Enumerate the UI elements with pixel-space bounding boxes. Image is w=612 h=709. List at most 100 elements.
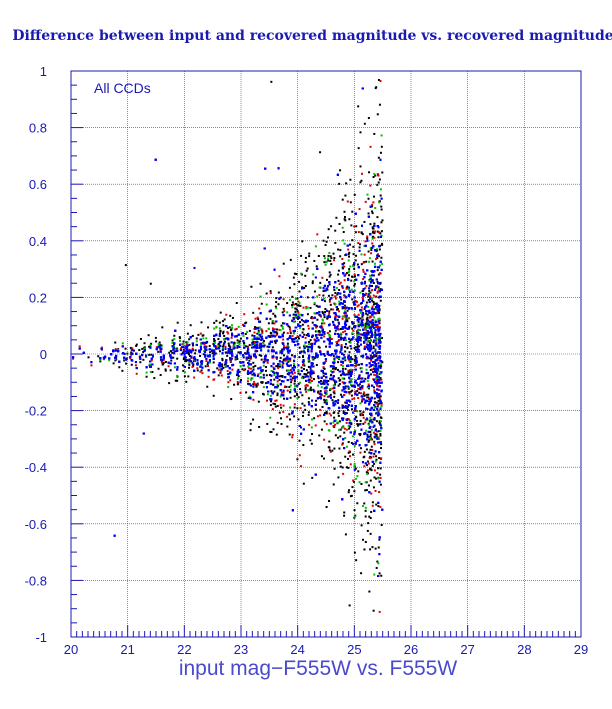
- data-point: [334, 366, 337, 369]
- data-point: [369, 433, 372, 436]
- data-point: [339, 169, 342, 172]
- data-point: [207, 375, 210, 378]
- data-point: [321, 319, 324, 322]
- data-point: [328, 353, 331, 356]
- data-point: [324, 263, 327, 266]
- data-point: [277, 291, 280, 294]
- data-point: [264, 369, 267, 372]
- data-point: [248, 329, 251, 332]
- data-point: [374, 477, 377, 480]
- data-point: [355, 363, 358, 366]
- data-point: [378, 309, 381, 312]
- data-point: [343, 304, 346, 307]
- data-point: [182, 342, 185, 345]
- data-point: [252, 398, 255, 401]
- data-point: [367, 117, 370, 120]
- data-point: [356, 263, 359, 266]
- data-point: [212, 342, 215, 345]
- data-point: [269, 292, 272, 295]
- data-point: [235, 327, 238, 330]
- data-point: [317, 377, 320, 380]
- data-point: [364, 293, 367, 296]
- data-point: [284, 385, 287, 388]
- data-point: [338, 409, 341, 412]
- data-point: [185, 341, 188, 344]
- data-point: [369, 145, 372, 148]
- data-point: [356, 424, 359, 427]
- data-point: [379, 288, 382, 291]
- data-point: [373, 401, 376, 404]
- data-point: [329, 450, 332, 453]
- data-point: [246, 330, 249, 333]
- data-point: [363, 244, 366, 247]
- data-point: [376, 280, 379, 283]
- data-point: [357, 387, 360, 390]
- data-point: [351, 298, 354, 301]
- data-point: [248, 395, 251, 398]
- data-point: [373, 392, 376, 395]
- data-point: [312, 388, 315, 391]
- data-point: [369, 247, 372, 250]
- data-point: [366, 235, 369, 238]
- data-point: [114, 359, 117, 362]
- data-point: [370, 252, 373, 255]
- data-point: [346, 317, 349, 320]
- data-point: [276, 394, 279, 397]
- data-point: [341, 226, 344, 229]
- data-point: [305, 390, 308, 393]
- data-point: [344, 367, 347, 370]
- data-point: [297, 304, 300, 307]
- data-point: [267, 348, 270, 351]
- data-point: [213, 342, 216, 345]
- data-point: [379, 79, 382, 82]
- data-point: [207, 365, 210, 368]
- data-point: [306, 296, 309, 299]
- data-point: [358, 329, 361, 332]
- data-point: [159, 374, 162, 377]
- data-point: [373, 236, 376, 239]
- data-point: [361, 172, 364, 175]
- data-point: [377, 370, 380, 373]
- data-point: [302, 367, 305, 370]
- data-point: [195, 337, 198, 340]
- data-point: [160, 345, 163, 348]
- data-point: [291, 295, 294, 298]
- data-point: [365, 312, 368, 315]
- data-point: [196, 367, 199, 370]
- data-point: [327, 446, 330, 449]
- data-point: [279, 329, 282, 332]
- data-point: [377, 399, 380, 402]
- data-point: [363, 502, 366, 505]
- data-point: [356, 330, 359, 333]
- data-point: [380, 405, 383, 408]
- data-point: [377, 318, 380, 321]
- data-point: [190, 356, 193, 359]
- data-point: [334, 297, 337, 300]
- data-point: [336, 318, 339, 321]
- data-point: [324, 311, 327, 314]
- data-point: [365, 471, 368, 474]
- data-point: [335, 286, 338, 289]
- data-point: [274, 314, 277, 317]
- data-point: [252, 365, 255, 368]
- data-point: [341, 257, 344, 260]
- data-point: [336, 293, 339, 296]
- data-point: [377, 477, 380, 480]
- data-point: [380, 402, 383, 405]
- data-point: [298, 356, 301, 359]
- data-point: [351, 327, 354, 330]
- data-point: [353, 289, 356, 292]
- data-point: [171, 351, 174, 354]
- data-point: [367, 396, 370, 399]
- data-point: [344, 307, 347, 310]
- data-point: [368, 366, 371, 369]
- data-point: [359, 333, 362, 336]
- data-point: [276, 365, 279, 368]
- data-point: [184, 350, 187, 353]
- data-point: [262, 386, 265, 389]
- data-point: [211, 348, 214, 351]
- data-point: [348, 251, 351, 254]
- data-point: [344, 194, 347, 197]
- data-point: [227, 342, 230, 345]
- data-point: [343, 511, 346, 514]
